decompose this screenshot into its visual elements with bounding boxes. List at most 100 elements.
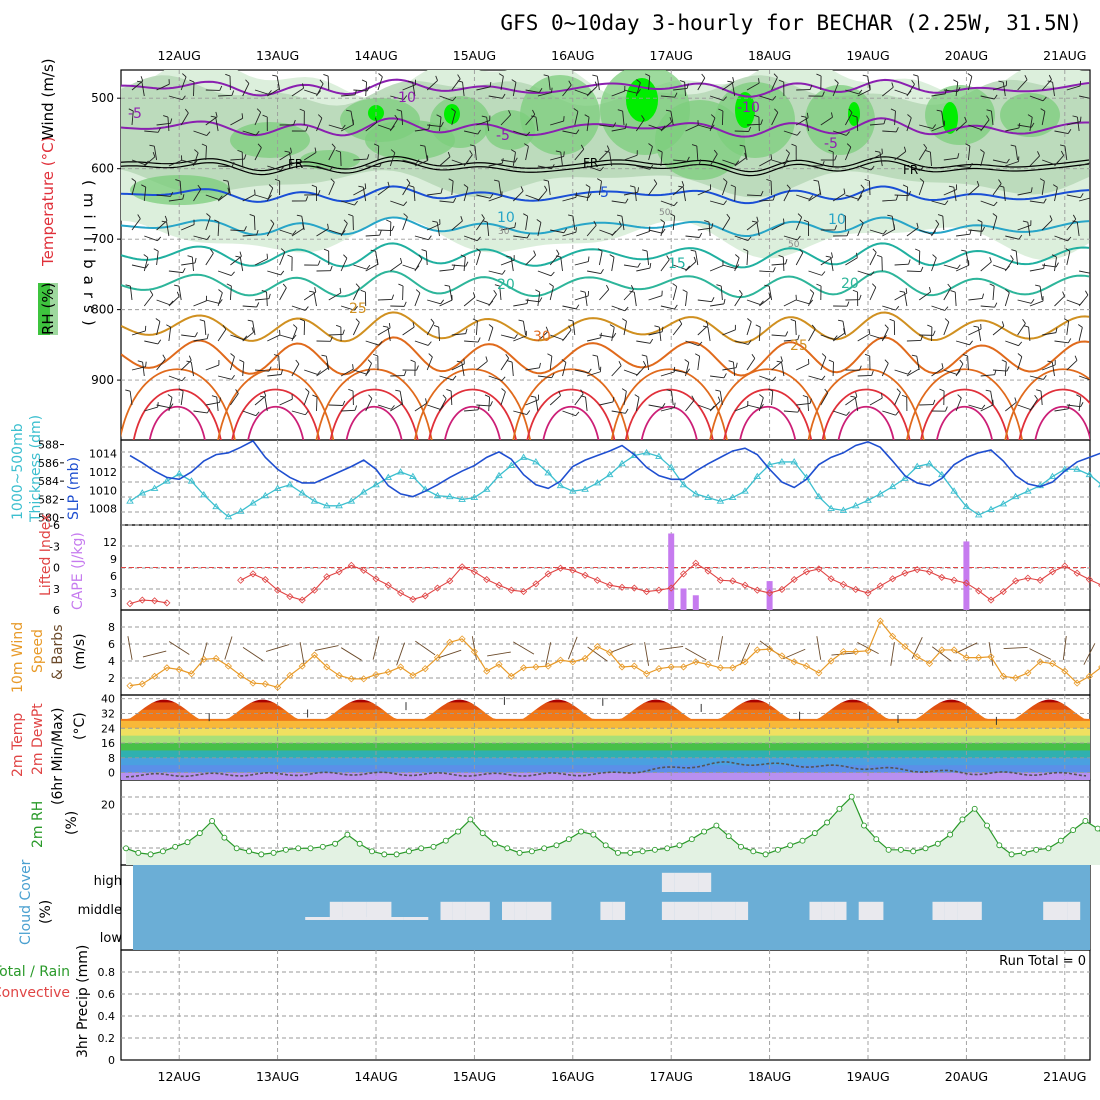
wind10m-barb: [1083, 643, 1096, 665]
wind-barb: [684, 81, 686, 97]
wind-barb: [894, 263, 909, 266]
thickness-point: [458, 495, 466, 502]
wind-barb: [218, 94, 233, 97]
wind-barb: [141, 82, 145, 97]
rh2m-point: [762, 851, 769, 858]
wind-barb: [142, 362, 145, 377]
wind-barb-flag: [348, 388, 354, 392]
wind-barb-flag: [317, 190, 321, 196]
wind-barb: [746, 194, 762, 197]
wind10m-barb: [224, 636, 233, 660]
wind10m-point: [913, 653, 921, 661]
wind-barb: [857, 333, 871, 342]
wind-barb: [304, 89, 318, 95]
wind-barb-flag: [772, 95, 777, 101]
wind-barb-flag: [710, 114, 716, 119]
wind-barb-flag: [925, 150, 931, 153]
date-axis: 12AUG12AUG13AUG13AUG14AUG14AUG15AUG15AUG…: [158, 48, 1087, 1084]
wind-barb: [869, 252, 877, 266]
wind-barb-flag: [523, 213, 528, 217]
wind-barb: [770, 180, 773, 196]
wind-barb-flag: [354, 89, 357, 95]
wind-barb-flag: [157, 127, 161, 133]
wind-barb: [646, 356, 650, 371]
wind-barb-flag: [698, 159, 702, 165]
wind-barb-flag: [182, 268, 186, 273]
wind-barb: [229, 286, 232, 301]
wind-barb: [697, 188, 711, 196]
wind-barb: [217, 192, 230, 202]
wind-barb: [734, 405, 748, 412]
wind-barb-flag: [989, 283, 995, 287]
wind-barb: [181, 159, 195, 165]
wind-barb: [1054, 295, 1065, 307]
wind-barb: [918, 291, 931, 301]
wind-barb-flag: [186, 360, 192, 363]
wind-barb: [882, 228, 895, 237]
wind-barb-flag: [871, 283, 877, 288]
wind-barb: [512, 82, 517, 97]
cape-label: CAPE (J/kg): [70, 532, 86, 610]
wind-barb-flag: [182, 194, 185, 200]
rh2m-point: [836, 805, 843, 812]
wind-barb-flag: [206, 235, 211, 240]
wind-barb: [377, 229, 393, 232]
cloud-block: [698, 872, 712, 892]
wind-barb-flag: [268, 293, 271, 299]
wind-barb-flag: [588, 368, 592, 374]
wind10m-point: [950, 646, 958, 654]
wind-barb: [1005, 127, 1020, 132]
wind-barb: [746, 321, 752, 336]
isotherm-minus10: [121, 78, 1090, 98]
li-point: [778, 585, 786, 594]
wind10m-point: [237, 671, 245, 680]
wind-barb-flag: [403, 213, 408, 218]
wind-barb-flag: [175, 179, 181, 182]
wind-barb-flag: [295, 359, 300, 365]
wind-barb-flag: [768, 292, 771, 298]
wind-barb: [279, 287, 287, 301]
isotherm-dome: [512, 368, 630, 440]
wind-barb-flag: [751, 220, 758, 223]
wind-barb: [537, 165, 552, 170]
wind-barb: [488, 375, 503, 382]
wind-barb: [215, 117, 219, 132]
thickness-point: [864, 496, 872, 503]
thickness-point: [138, 489, 147, 496]
li-point: [839, 580, 847, 589]
thickness-point: [692, 490, 700, 497]
wind-barb: [537, 270, 552, 277]
wind-barb: [156, 404, 171, 409]
wind-barb: [254, 194, 269, 200]
rh2m-point: [774, 846, 781, 853]
wind-barb-flag: [218, 289, 223, 294]
wind-barb: [1076, 117, 1080, 132]
wind-barb: [328, 124, 343, 130]
wind-barb: [1042, 332, 1057, 336]
wind-barb-flag: [157, 339, 162, 345]
wind-barb: [622, 111, 625, 126]
slp-side-labels: 1000~500mb Thickness (dm) SLP (mb): [10, 415, 82, 523]
wind-barb: [598, 181, 602, 196]
rh2m-point: [922, 845, 929, 852]
rh-blob-bright: [942, 102, 958, 134]
wind-barb-flag: [507, 360, 513, 363]
wind10m-point: [655, 665, 663, 673]
wind-barb-flag: [170, 191, 174, 197]
label-p20a: 20: [497, 277, 515, 293]
wind-barb-flag: [967, 73, 973, 77]
wind-barb: [917, 76, 920, 91]
wind10m-barb: [242, 646, 264, 662]
wind-barb-flag: [965, 143, 971, 147]
wind-barb: [463, 257, 466, 272]
wind-barb-flag: [485, 356, 488, 362]
wind-barb-flag: [550, 271, 555, 277]
wind-barb: [537, 92, 552, 97]
wind-barb-flag: [290, 147, 292, 153]
wind-barb-flag: [621, 388, 627, 392]
rh2m-point: [885, 846, 892, 853]
wind-barb-flag: [923, 143, 928, 149]
cloud-block: [317, 917, 330, 920]
slp-tick-label: 1014: [89, 448, 117, 461]
wind-barb: [264, 397, 268, 412]
